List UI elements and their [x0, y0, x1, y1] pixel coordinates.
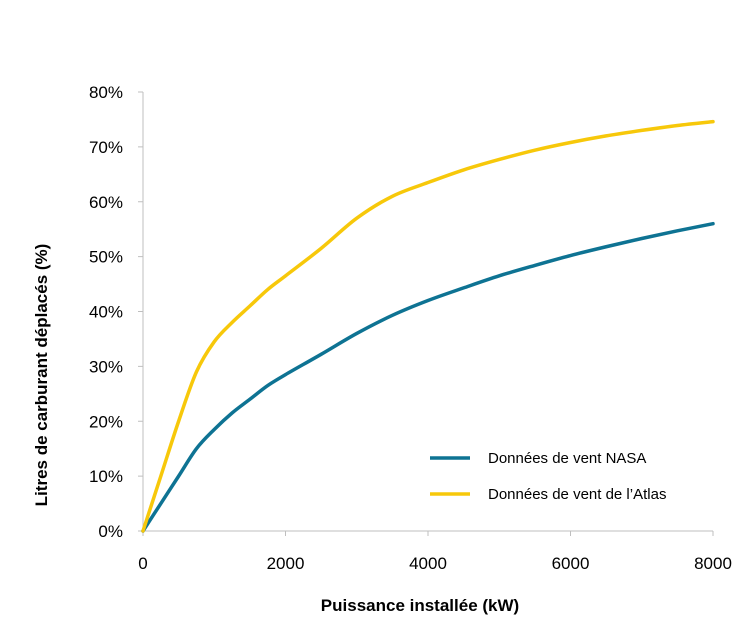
legend: Données de vent NASA Données de vent de l…: [430, 450, 666, 503]
y-tick-label: 60%: [89, 193, 123, 212]
x-tick-label: 8000: [694, 554, 732, 573]
y-tick-label: 30%: [89, 357, 123, 376]
y-tick-label: 50%: [89, 248, 123, 267]
y-tick-label: 40%: [89, 303, 123, 322]
series-line-nasa: [141, 221, 715, 533]
y-tick-label: 20%: [89, 412, 123, 431]
y-tick-label: 80%: [89, 83, 123, 102]
x-axis-title: Puissance installée (kW): [321, 596, 519, 615]
x-axis: 0 2000 4000 6000 8000: [138, 530, 732, 573]
series-line-atlas: [141, 119, 715, 533]
y-axis: 0% 10% 20% 30% 40% 50% 60% 70% 80%: [89, 83, 144, 541]
x-tick-label: 0: [138, 554, 147, 573]
y-tick-label: 10%: [89, 467, 123, 486]
legend-label: Données de vent NASA: [488, 450, 646, 467]
x-tick-label: 6000: [552, 554, 590, 573]
y-axis-title: Litres de carburant déplacés (%): [32, 244, 51, 507]
y-tick-label: 70%: [89, 138, 123, 157]
x-tick-label: 4000: [409, 554, 447, 573]
series-layer: [141, 119, 715, 533]
legend-label: Données de vent de l’Atlas: [488, 486, 666, 503]
x-tick-label: 2000: [267, 554, 305, 573]
y-tick-label: 0%: [98, 522, 123, 541]
